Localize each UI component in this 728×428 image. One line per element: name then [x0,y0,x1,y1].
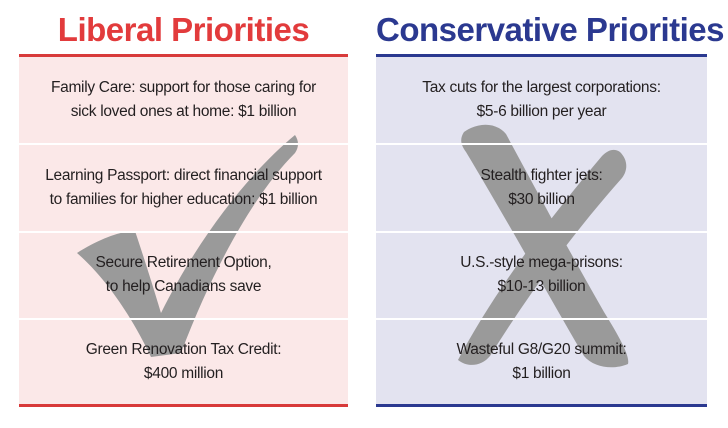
conservative-bottom-rule [376,404,707,407]
liberal-bottom-rule [19,404,348,407]
liberal-panel: Family Care: support for those caring fo… [19,57,348,404]
liberal-item-learning-passport: Learning Passport: direct financial supp… [19,145,348,231]
conservative-item-stealth-jets: Stealth fighter jets: $30 billion [376,145,707,231]
row-divider [376,231,707,233]
liberal-item-text: Learning Passport: direct financial supp… [45,167,322,208]
checkmark-icon [77,135,298,357]
conservative-heading: Conservative Priorities [376,11,725,48]
conservative-item-tax-cuts: Tax cuts for the largest corporations: $… [376,57,707,143]
row-divider [19,143,348,145]
conservative-top-rule [376,54,707,57]
conservative-item-text: Wasteful G8/G20 summit: $1 billion [456,341,627,382]
row-divider [19,318,348,320]
liberal-column: Liberal Priorities Family Care: support … [19,0,348,428]
conservative-item-mega-prisons: U.S.-style mega-prisons: $10-13 billion [376,232,707,318]
liberal-item-green-renovation: Green Renovation Tax Credit: $400 millio… [19,319,348,404]
conservative-column: Conservative Priorities Tax cuts for the… [376,0,725,428]
liberal-item-text: Green Renovation Tax Credit: $400 millio… [85,341,282,382]
row-divider [376,143,707,145]
conservative-item-g8-summit: Wasteful G8/G20 summit: $1 billion [376,319,707,404]
row-divider [19,231,348,233]
liberal-top-rule [19,54,348,57]
liberal-heading: Liberal Priorities [57,11,310,48]
liberal-item-text: Family Care: support for those caring fo… [50,79,317,120]
row-divider [376,318,707,320]
liberal-item-family-care: Family Care: support for those caring fo… [19,57,348,143]
conservative-item-text: U.S.-style mega-prisons: $10-13 billion [460,254,623,295]
liberal-item-text: Secure Retirement Option, to help Canadi… [95,254,272,295]
conservative-item-text: Tax cuts for the largest corporations: $… [422,79,661,120]
conservative-item-text: Stealth fighter jets: $30 billion [480,167,603,208]
conservative-panel: Tax cuts for the largest corporations: $… [376,57,707,404]
x-mark-icon [458,124,629,368]
liberal-item-secure-retirement: Secure Retirement Option, to help Canadi… [19,232,348,318]
